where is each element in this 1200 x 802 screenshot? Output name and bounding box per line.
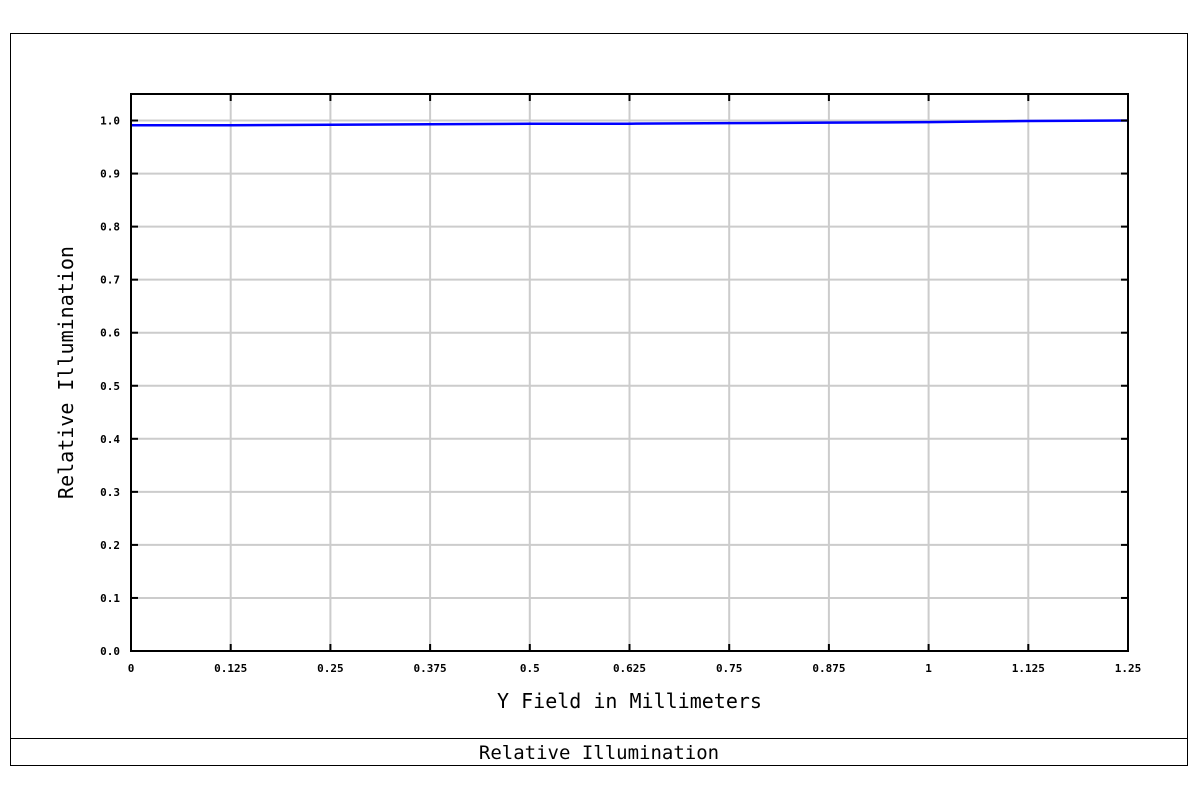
x-axis-label: Y Field in Millimeters — [497, 689, 762, 713]
y-tick-label: 0.0 — [100, 645, 120, 658]
y-tick-label: 0.1 — [100, 592, 120, 605]
chart-frame — [10, 33, 1188, 766]
x-tick-label: 1.125 — [1012, 662, 1045, 675]
x-tick-label: 0.625 — [613, 662, 646, 675]
y-axis-label: Relative Illumination — [54, 246, 78, 499]
x-tick-label: 0 — [128, 662, 135, 675]
y-tick-label: 0.2 — [100, 539, 120, 552]
y-tick-label: 0.7 — [100, 274, 120, 287]
x-tick-label: 0.25 — [317, 662, 344, 675]
x-tick-label: 0.5 — [520, 662, 540, 675]
y-tick-labels: 0.0 0.1 0.2 0.3 0.4 0.5 0.6 0.7 0.8 0.9 1.0 — [100, 115, 120, 658]
x-tick-label: 0.75 — [716, 662, 743, 675]
series-layer — [131, 119, 1129, 127]
y-tick-label: 0.6 — [100, 327, 120, 340]
chart-footer-title: Relative Illumination — [10, 738, 1188, 766]
x-tick-label: 0.875 — [812, 662, 845, 675]
y-tick-label: 0.8 — [100, 221, 120, 234]
x-tick-label: 0.125 — [214, 662, 247, 675]
x-tick-label: 1 — [925, 662, 932, 675]
y-tick-label: 1.0 — [100, 115, 120, 128]
tick-marks — [130, 94, 1129, 652]
y-tick-label: 0.9 — [100, 168, 120, 181]
y-tick-label: 0.4 — [100, 433, 120, 446]
y-tick-label: 0.5 — [100, 380, 120, 393]
x-tick-label: 1.25 — [1115, 662, 1142, 675]
series-line — [131, 119, 1129, 127]
x-tick-labels: 0 0.125 0.25 0.375 0.5 0.625 0.75 0.875 1 1.125 1.… — [128, 662, 1142, 675]
grid-lines — [130, 94, 1129, 652]
y-tick-label: 0.3 — [100, 486, 120, 499]
x-tick-label: 0.375 — [414, 662, 447, 675]
